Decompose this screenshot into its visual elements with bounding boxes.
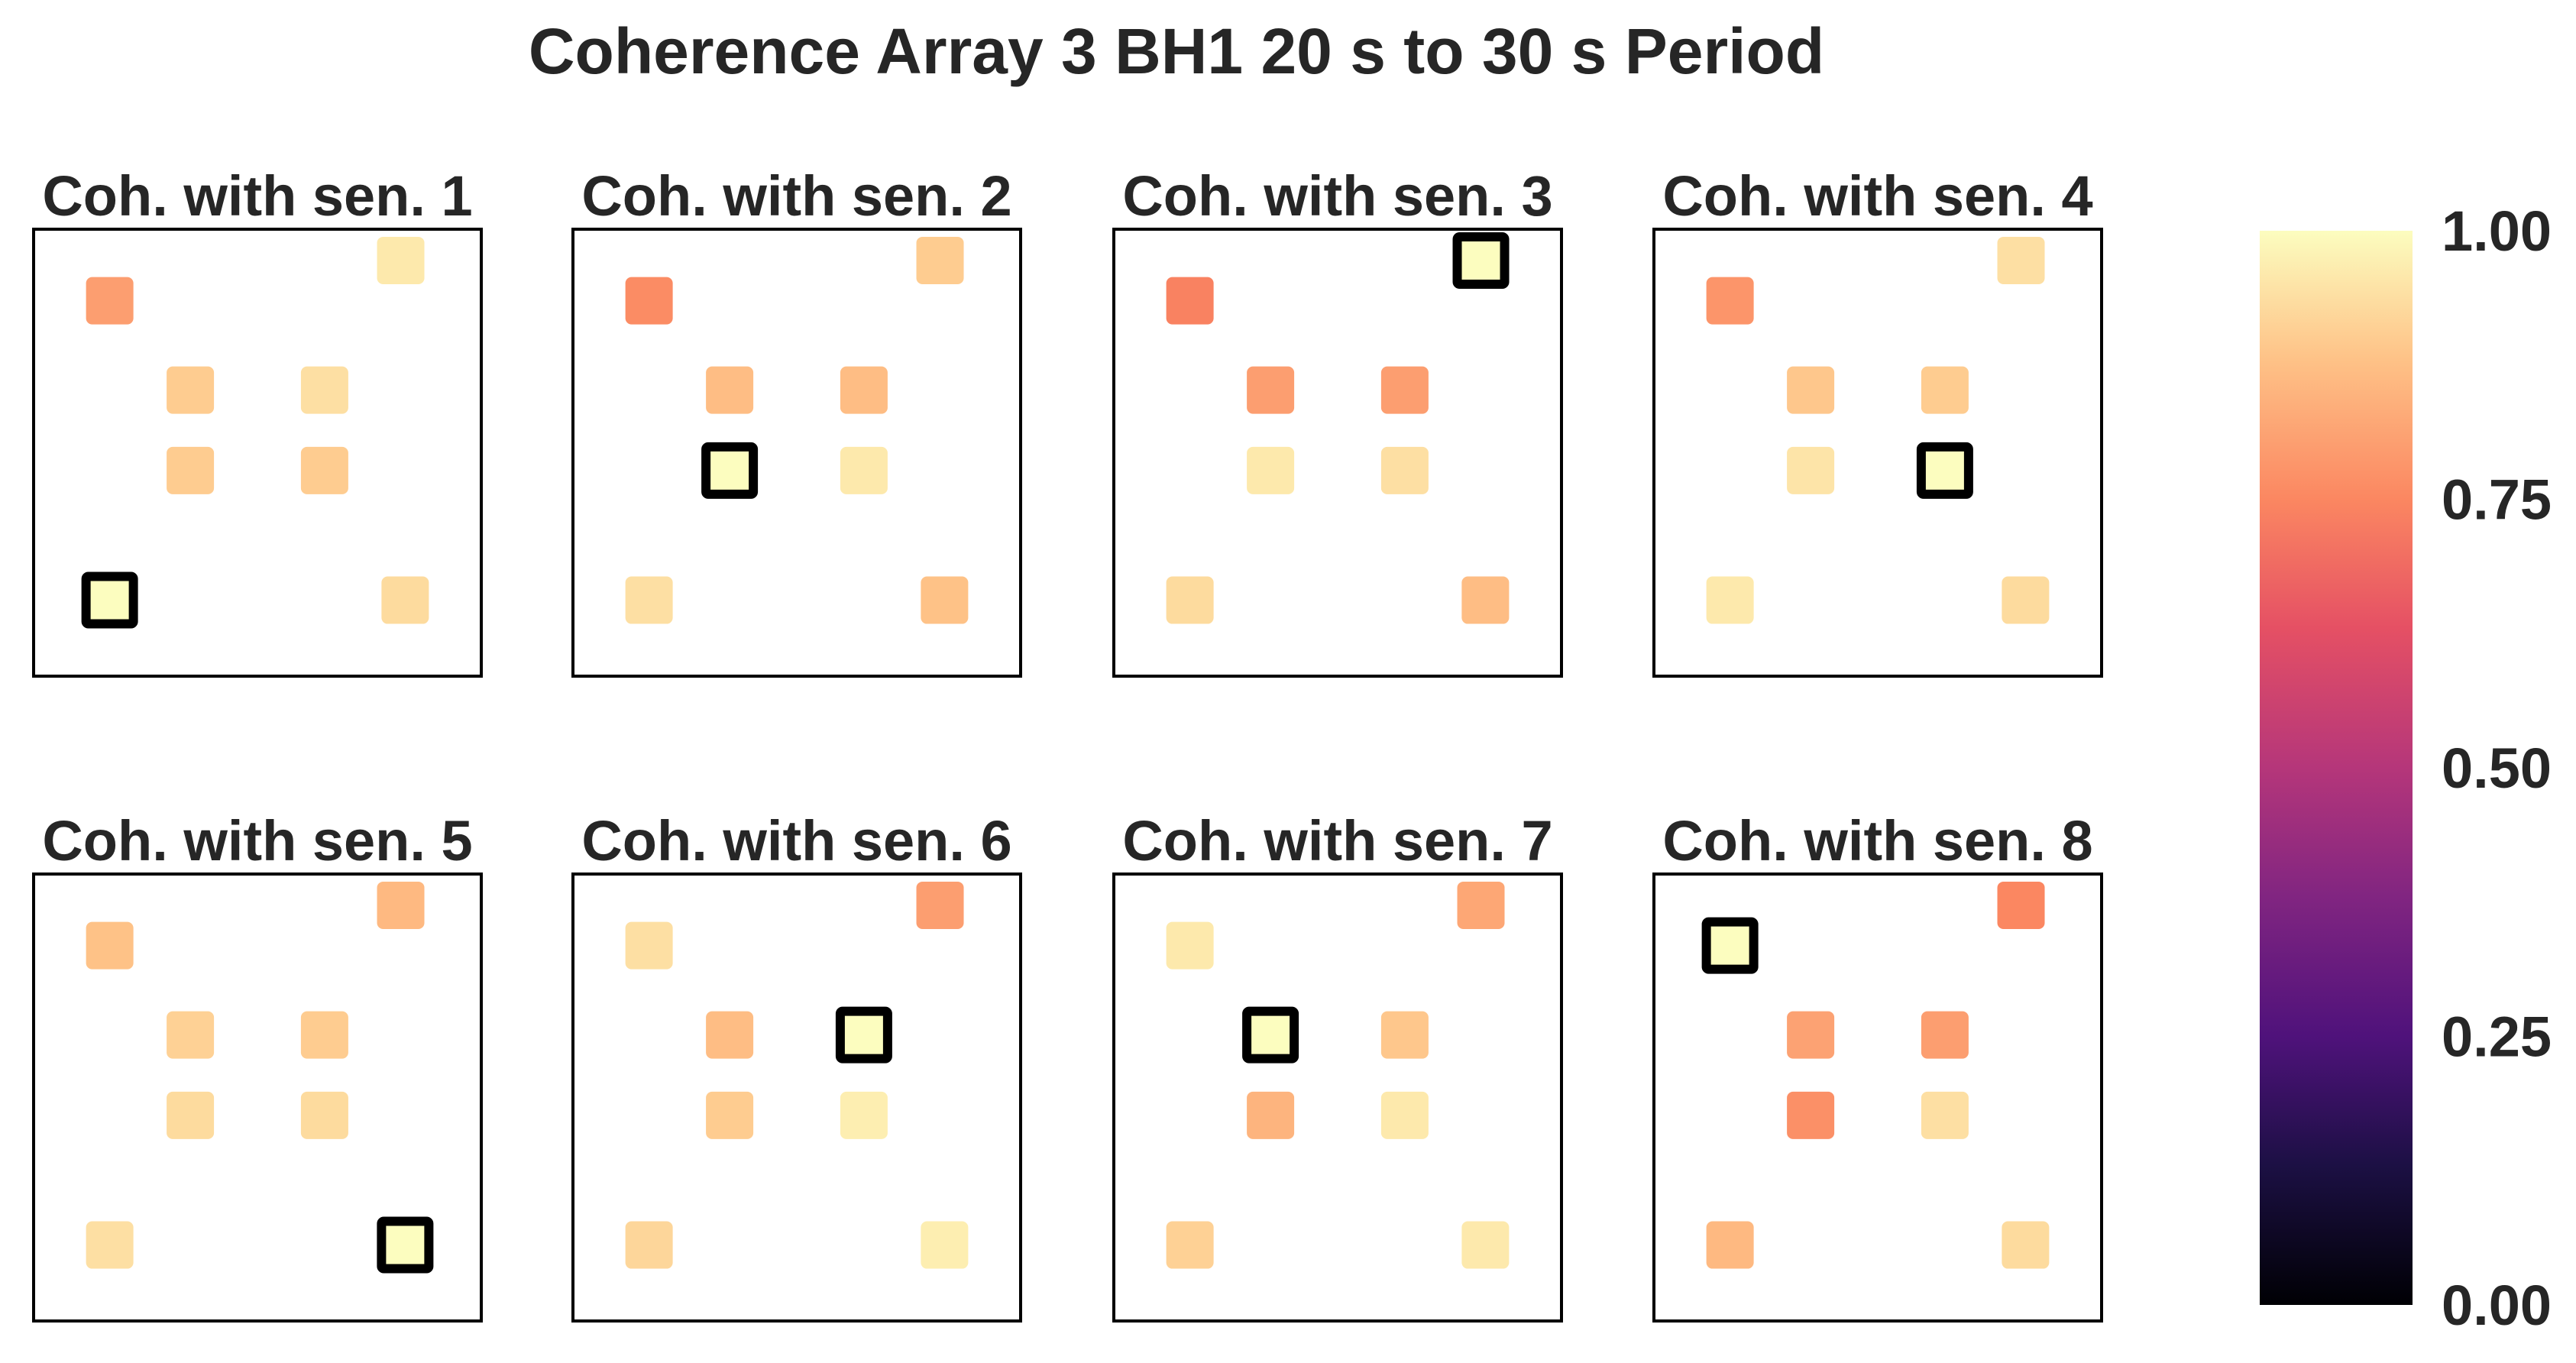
panel-title: Coh. with sen. 5 [42, 809, 472, 873]
sensor-marker [1380, 1011, 1429, 1059]
sensor-marker [1166, 576, 1214, 624]
colorbar: 0.00 0.25 0.50 0.75 1.00 [2260, 199, 2552, 1337]
colorbar-tick-label: 0.00 [2442, 1274, 2552, 1337]
coherence-panel-6: Coh. with sen. 6 [571, 809, 1022, 1323]
sensor-marker [706, 366, 754, 414]
reference-sensor-marker [701, 442, 759, 499]
sensor-marker [840, 446, 888, 494]
sensor-marker [840, 1091, 888, 1139]
sensor-marker [1787, 366, 1835, 414]
sensor-marker [1380, 366, 1429, 414]
panel-grid: Coh. with sen. 1 Coh. with sen. 2 Coh. wit… [32, 164, 2103, 1323]
sensor-marker [2002, 576, 2050, 624]
coherence-panel-1: Coh. with sen. 1 [32, 164, 483, 678]
sensor-marker [625, 576, 673, 624]
sensor-marker [625, 921, 673, 970]
sensor-marker [1997, 236, 2045, 284]
sensor-marker [1787, 1091, 1835, 1139]
colorbar-tick-label: 0.75 [2442, 468, 2552, 532]
reference-sensor-marker [1452, 231, 1510, 289]
panel-title: Coh. with sen. 8 [1662, 809, 2092, 873]
sensor-marker [167, 366, 215, 414]
sensor-marker [300, 1091, 348, 1139]
sensor-marker [86, 921, 134, 970]
panel-title: Coh. with sen. 6 [581, 809, 1011, 873]
sensor-marker [921, 576, 969, 624]
sensor-marker [1247, 366, 1295, 414]
sensor-marker [1166, 921, 1214, 970]
sensor-marker [1461, 1221, 1510, 1269]
sensor-marker [2002, 1221, 2050, 1269]
sensor-marker [167, 1091, 215, 1139]
sensor-marker [86, 277, 134, 325]
colorbar-tick-label: 0.50 [2442, 737, 2552, 800]
sensor-marker [840, 366, 888, 414]
sensor-marker [1457, 881, 1505, 929]
sensor-marker [1166, 277, 1214, 325]
reference-sensor-marker [81, 571, 138, 629]
coherence-panel-3: Coh. with sen. 3 [1112, 164, 1563, 678]
coherence-panel-4: Coh. with sen. 4 [1652, 164, 2103, 678]
sensor-marker [300, 366, 348, 414]
sensor-marker [1166, 1221, 1214, 1269]
sensor-marker [1461, 576, 1510, 624]
reference-sensor-marker [1701, 917, 1759, 974]
reference-sensor-marker [1242, 1006, 1299, 1064]
sensor-marker [1921, 366, 1969, 414]
figure-title: Coherence Array 3 BH1 20 s to 30 s Perio… [529, 15, 1824, 87]
colorbar-gradient [2260, 231, 2413, 1305]
panel-title: Coh. with sen. 4 [1662, 164, 2092, 228]
sensor-marker [377, 881, 425, 929]
sensor-marker [1706, 576, 1754, 624]
sensor-marker [381, 576, 429, 624]
sensor-marker [1787, 446, 1835, 494]
sensor-marker [1787, 1011, 1835, 1059]
sensor-marker [1380, 446, 1429, 494]
colorbar-tick-label: 1.00 [2442, 199, 2552, 263]
reference-sensor-marker [1916, 442, 1973, 499]
reference-sensor-marker [377, 1216, 434, 1274]
sensor-marker [706, 1011, 754, 1059]
sensor-marker [916, 881, 964, 929]
sensor-marker [916, 236, 964, 284]
panel-title: Coh. with sen. 3 [1122, 164, 1552, 228]
coherence-panel-2: Coh. with sen. 2 [571, 164, 1022, 678]
sensor-marker [377, 236, 425, 284]
sensor-marker [300, 1011, 348, 1059]
sensor-marker [1380, 1091, 1429, 1139]
sensor-marker [625, 277, 673, 325]
panel-title: Coh. with sen. 1 [42, 164, 472, 228]
sensor-marker [1706, 1221, 1754, 1269]
coherence-panel-5: Coh. with sen. 5 [32, 809, 483, 1323]
sensor-marker [167, 446, 215, 494]
panel-title: Coh. with sen. 2 [581, 164, 1011, 228]
sensor-marker [1247, 1091, 1295, 1139]
colorbar-tick-label: 0.25 [2442, 1005, 2552, 1069]
coherence-panel-8: Coh. with sen. 8 [1652, 809, 2103, 1323]
sensor-marker [1921, 1091, 1969, 1139]
sensor-marker [1997, 881, 2045, 929]
coherence-panel-7: Coh. with sen. 7 [1112, 809, 1563, 1323]
sensor-marker [300, 446, 348, 494]
sensor-marker [706, 1091, 754, 1139]
sensor-marker [1247, 446, 1295, 494]
sensor-marker [167, 1011, 215, 1059]
reference-sensor-marker [835, 1006, 892, 1064]
sensor-marker [625, 1221, 673, 1269]
sensor-marker [1921, 1011, 1969, 1059]
panel-title: Coh. with sen. 7 [1122, 809, 1552, 873]
sensor-marker [86, 1221, 134, 1269]
sensor-marker [921, 1221, 969, 1269]
sensor-marker [1706, 277, 1754, 325]
